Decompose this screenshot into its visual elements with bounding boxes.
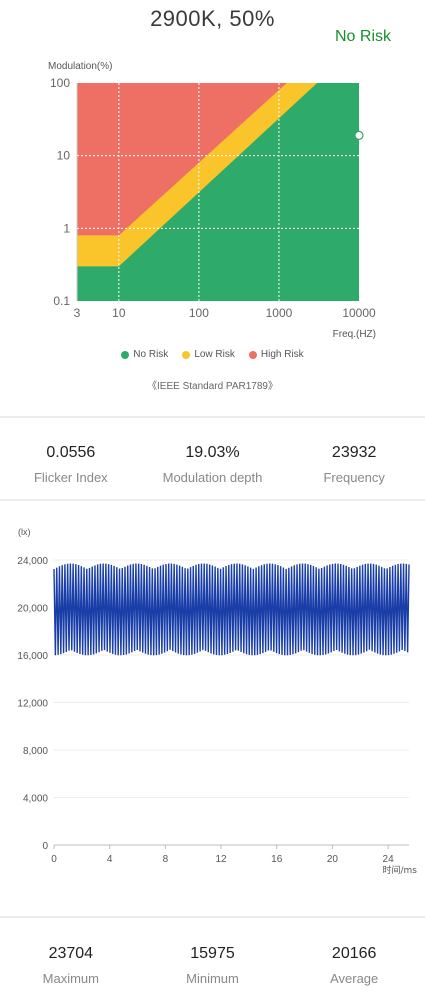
stat-value: 19.03% [185, 444, 240, 461]
x-tick-label: 12 [215, 854, 227, 865]
x-tick-label: 3 [74, 306, 81, 320]
flicker-stats: 0.0556 Flicker Index 19.03% Modulation d… [0, 444, 425, 485]
legend-label-high-risk: High Risk [260, 349, 304, 360]
stat-label: Flicker Index [33, 470, 108, 485]
flicker-risk-chart: 3 10 100 1000 10000 0.1 1 10 100 Modulation(%) Fre… [48, 61, 376, 340]
x-tick-label: 4 [107, 854, 113, 865]
legend-label-no-risk: No Risk [133, 349, 169, 360]
summary-stats: 23704 Maximum 15975 Minimum 20166 Averag… [0, 945, 425, 986]
y-tick-label: 0 [42, 841, 48, 852]
section-divider [0, 916, 425, 918]
y-tick-label: 0.1 [53, 294, 70, 308]
risk-status-label: No Risk [334, 28, 391, 45]
y-tick-label: 8,000 [23, 746, 48, 757]
legend-dot-high-risk [248, 350, 257, 359]
standard-note: 《IEEE Standard PAR1789》 [147, 381, 278, 392]
y-tick-label: 20,000 [17, 604, 48, 615]
illuminance-waveform-chart: 0 4,000 8,000 12,000 16,000 20,000 24,000 0 4 8 12… [17, 527, 418, 876]
x-axis-title: Freq.(HZ) [333, 329, 376, 340]
legend-item-high-risk: High Risk [248, 349, 304, 360]
y-tick-label: 100 [50, 76, 70, 90]
y-tick-label: 10 [57, 149, 71, 163]
stat-label: Frequency [323, 470, 385, 485]
y-tick-label: 16,000 [17, 651, 48, 662]
stat-value: 23932 [331, 444, 377, 461]
stat-label: Modulation depth [162, 470, 263, 485]
x-axis-title: 时间/ms [383, 864, 418, 876]
stat-value: 23704 [48, 945, 94, 962]
section-divider [0, 416, 425, 418]
y-tick-label: 1 [63, 221, 70, 235]
x-tick-label: 8 [163, 854, 169, 865]
stat-modulation-depth: 19.03% Modulation depth [142, 444, 284, 485]
x-tick-label: 16 [271, 854, 283, 865]
stat-value: 0.0556 [46, 444, 96, 461]
stat-maximum: 23704 Maximum [0, 945, 142, 986]
stat-label: Minimum [186, 971, 239, 986]
section-divider [0, 499, 425, 501]
stat-minimum: 15975 Minimum [142, 945, 284, 986]
x-tick-label: 100 [189, 306, 209, 320]
stat-frequency: 23932 Frequency [283, 444, 425, 485]
stat-flicker-index: 0.0556 Flicker Index [0, 444, 142, 485]
legend-label-low-risk: Low Risk [194, 349, 235, 360]
legend-dot-no-risk [121, 350, 130, 359]
x-tick-label: 10000 [342, 306, 376, 320]
x-tick-label: 24 [383, 854, 395, 865]
waveform-series [53, 563, 410, 656]
legend-item-no-risk: No Risk [121, 349, 168, 360]
x-tick-label: 10 [112, 306, 126, 320]
stat-average: 20166 Average [283, 945, 425, 986]
stat-label: Maximum [42, 971, 99, 986]
x-tick-label: 0 [51, 854, 57, 865]
y-axis-title: (lx) [18, 527, 31, 537]
page-title: 2900K, 50% [150, 6, 275, 31]
legend-item-low-risk: Low Risk [182, 349, 235, 360]
y-tick-label: 4,000 [23, 794, 48, 805]
legend-dot-low-risk [182, 350, 191, 359]
stat-label: Average [330, 971, 379, 986]
y-tick-label: 24,000 [17, 556, 48, 567]
measurement-point [354, 130, 364, 140]
y-tick-label: 12,000 [17, 699, 48, 710]
x-tick-label: 20 [327, 854, 339, 865]
no-risk-region [77, 83, 359, 301]
risk-legend: No Risk Low Risk High Risk [0, 349, 425, 360]
stat-value: 20166 [331, 945, 377, 962]
y-axis-title: Modulation(%) [48, 61, 112, 72]
stat-value: 15975 [190, 945, 235, 962]
x-tick-label: 1000 [266, 306, 293, 320]
